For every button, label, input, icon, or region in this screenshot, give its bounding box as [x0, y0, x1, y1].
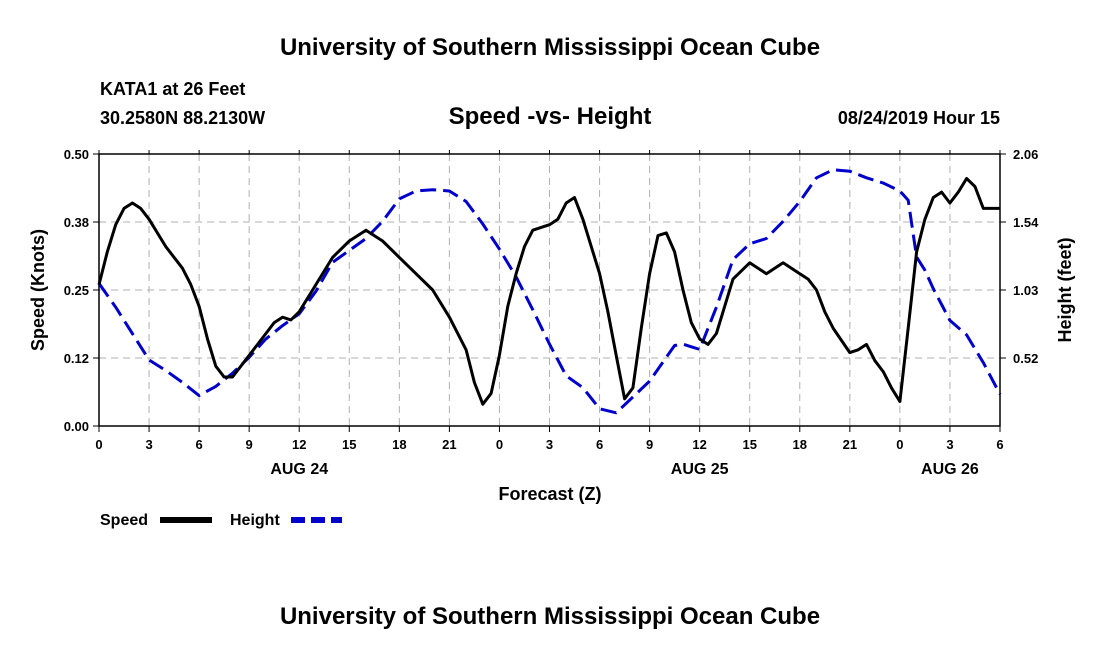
date-label: AUG 26: [921, 461, 979, 478]
station-name: KATA1 at 26 Feet: [100, 79, 245, 99]
y2-tick-label: 1.54: [1013, 215, 1039, 230]
y-tick-label: 0.25: [64, 283, 89, 298]
x-tick-label: 6: [996, 437, 1003, 452]
run-time: 08/24/2019 Hour 15: [838, 108, 1000, 128]
legend-label-speed: Speed: [100, 512, 148, 529]
chart-title: Speed -vs- Height: [449, 103, 652, 130]
x-tick-label: 0: [95, 437, 102, 452]
y2-tick-label: 1.03: [1013, 283, 1038, 298]
header-title: University of Southern Mississippi Ocean…: [280, 34, 820, 61]
x-tick-label: 0: [896, 437, 903, 452]
y-tick-label: 0.12: [64, 351, 89, 366]
date-label: AUG 24: [270, 461, 328, 478]
x-tick-label: 21: [442, 437, 456, 452]
y-tick-label: 0.00: [64, 419, 89, 434]
x-axis-label: Forecast (Z): [498, 484, 601, 504]
x-tick-label: 0: [496, 437, 503, 452]
x-tick-label: 15: [342, 437, 356, 452]
y2-tick-label: 0.52: [1013, 351, 1038, 366]
x-tick-label: 12: [292, 437, 306, 452]
y-tick-label: 0.50: [64, 147, 89, 162]
x-tick-label: 3: [946, 437, 953, 452]
x-tick-label: 6: [596, 437, 603, 452]
x-tick-label: 12: [692, 437, 706, 452]
y2-tick-label: 2.06: [1013, 147, 1038, 162]
y-tick-label: 0.38: [64, 215, 89, 230]
date-label: AUG 25: [671, 461, 729, 478]
y-axis-label: Speed (Knots): [28, 229, 48, 351]
x-tick-label: 18: [793, 437, 807, 452]
station-coords: 30.2580N 88.2130W: [100, 108, 265, 128]
x-tick-label: 3: [546, 437, 553, 452]
x-tick-label: 3: [145, 437, 152, 452]
y2-axis-label: Height (feet): [1055, 238, 1075, 343]
series-lines: [97, 168, 1002, 415]
x-tick-label: 15: [742, 437, 756, 452]
x-tick-label: 21: [843, 437, 857, 452]
footer-title: University of Southern Mississippi Ocean…: [280, 603, 820, 630]
date-labels: AUG 24 AUG 25 AUG 26: [270, 461, 979, 478]
series-line-speed: [97, 177, 1000, 406]
x-tick-label: 9: [646, 437, 653, 452]
x-tick-label: 9: [246, 437, 253, 452]
x-tick-label: 18: [392, 437, 406, 452]
legend: Speed Height: [100, 512, 342, 529]
axis-ticks: 0 3 6 9 12 15 18 21 0 3 6 9 12 15 18 21 0 3 6 0.00 0.12 0.25 0…: [64, 147, 1039, 452]
grid: [99, 154, 1000, 426]
series-line-height: [97, 168, 1002, 415]
x-tick-label: 6: [195, 437, 202, 452]
legend-label-height: Height: [230, 512, 280, 529]
